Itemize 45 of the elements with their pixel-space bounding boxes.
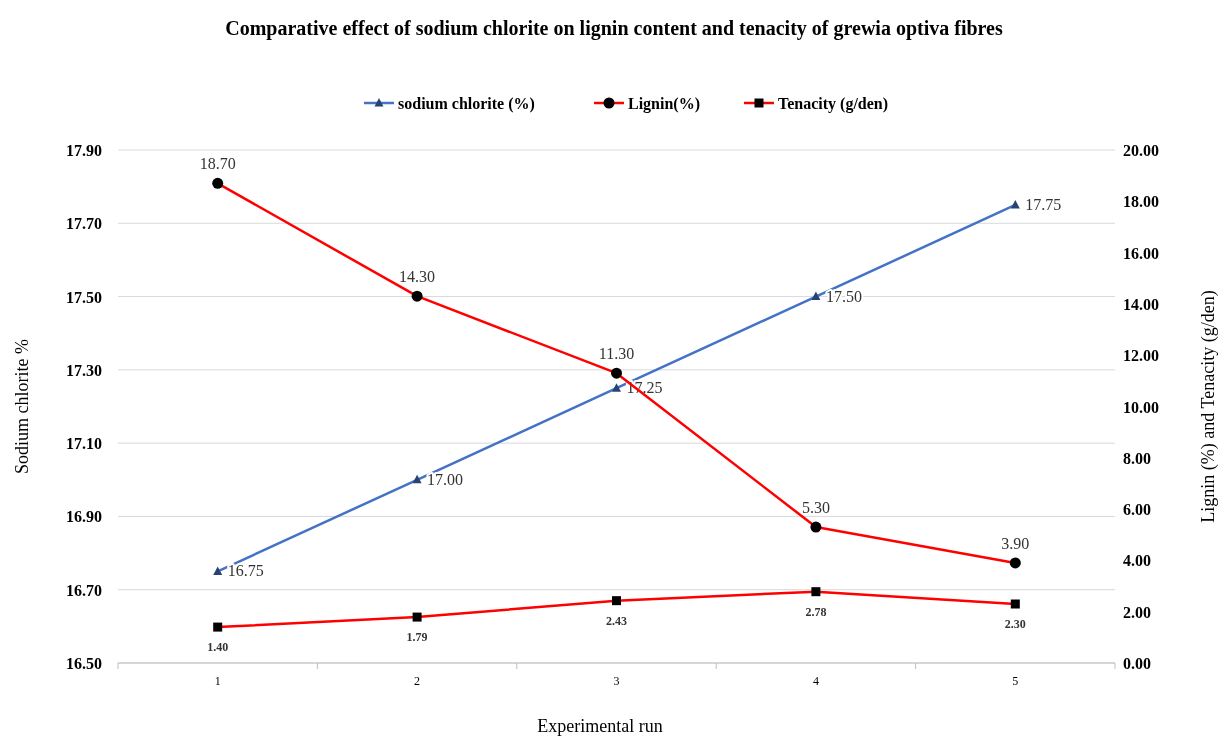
x-tick-label: 3 — [613, 674, 620, 688]
y-tick-label: 17.50 — [66, 288, 102, 306]
data-label: 14.30 — [399, 268, 436, 286]
y2-tick-label: 0.00 — [1123, 655, 1151, 672]
y2-tick-label: 8.00 — [1123, 449, 1151, 467]
x-tick-label: 4 — [812, 674, 819, 688]
y2-tick-label: 20.00 — [1123, 142, 1159, 159]
x-axis-title: Experimental run — [537, 716, 663, 736]
data-label: 2.78 — [805, 604, 827, 619]
y-axis-title: Sodium chlorite % — [12, 339, 32, 474]
x-tick-label: 1 — [214, 674, 221, 688]
y2-tick-label: 18.00 — [1123, 193, 1159, 211]
y2-tick-label: 6.00 — [1123, 501, 1151, 519]
data-label: 2.43 — [606, 613, 627, 628]
y-tick-label: 17.30 — [66, 361, 102, 379]
y-tick-label: 16.90 — [66, 508, 102, 526]
y2-tick-label: 2.00 — [1123, 603, 1151, 621]
data-label: 11.30 — [598, 345, 635, 363]
x-tick-label: 2 — [414, 674, 421, 688]
y-tick-label: 16.50 — [66, 655, 102, 672]
data-label: 18.70 — [199, 155, 236, 173]
y2-axis-title: Lignin (%) and Tenacity (g/den) — [1198, 290, 1219, 523]
data-label: 1.40 — [207, 640, 229, 655]
data-label: 17.00 — [427, 470, 464, 488]
data-label: 3.90 — [1001, 534, 1030, 552]
legend-label: sodium chlorite (%) — [398, 95, 535, 113]
data-label: 5.30 — [801, 499, 830, 517]
data-label: 16.75 — [227, 562, 264, 580]
y-tick-label: 17.10 — [66, 435, 102, 453]
legend-label: Tenacity (g/den) — [778, 95, 889, 113]
y2-tick-label: 12.00 — [1123, 347, 1159, 365]
legend-label: Lignin(%) — [628, 95, 701, 113]
y2-tick-label: 10.00 — [1123, 398, 1159, 416]
chart-title: Comparative effect of sodium chlorite on lignin content and tenacity of grewia optiva fibres — [225, 17, 1003, 40]
data-label: 17.75 — [1025, 195, 1062, 213]
y-tick-label: 17.90 — [66, 142, 102, 159]
data-label: 17.50 — [825, 287, 862, 305]
data-label: 2.30 — [1004, 617, 1026, 632]
data-label: 1.79 — [406, 630, 428, 645]
y2-tick-label: 16.00 — [1123, 244, 1159, 262]
y-tick-label: 17.70 — [66, 215, 102, 233]
y2-tick-label: 14.00 — [1123, 295, 1159, 313]
x-tick-label: 5 — [1012, 674, 1019, 688]
y2-tick-label: 4.00 — [1123, 552, 1151, 570]
y-tick-label: 16.70 — [66, 581, 102, 599]
